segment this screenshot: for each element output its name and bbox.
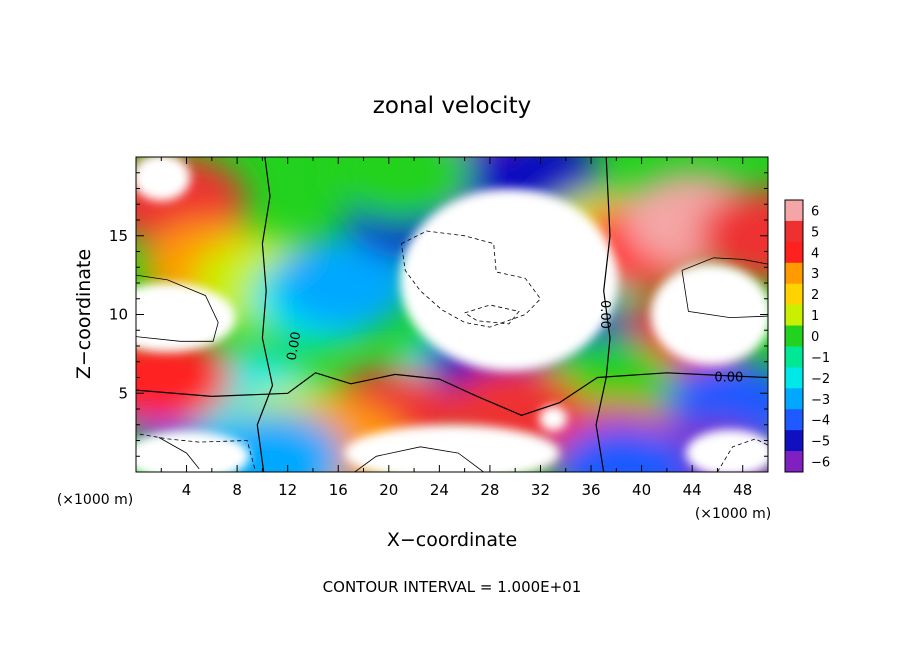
white-region-0 <box>400 188 618 372</box>
x-axis-label: X−coordinate <box>387 529 517 551</box>
dashed-contour-1 <box>464 304 520 325</box>
y-tick-label-15: 15 <box>109 227 128 245</box>
x-tick-label-20: 20 <box>379 481 398 499</box>
x-axis: 4 8 12 16 20 24 28 32 36 40 44 48 <box>160 157 752 499</box>
solid-contour-0 <box>136 274 219 342</box>
white-region-2 <box>136 157 191 202</box>
white-region-6 <box>685 429 768 472</box>
x-axis-unit-right: (×1000 m) <box>695 506 771 522</box>
colorbar-label-8: −2 <box>811 372 830 387</box>
colorbar-label-12: −6 <box>811 456 830 471</box>
colorbar-label-9: −3 <box>811 393 830 408</box>
solid-contour-1 <box>681 257 768 271</box>
dashed-contour-0 <box>401 230 542 328</box>
x-tick-label-32: 32 <box>531 481 550 499</box>
white-region-5 <box>136 431 250 472</box>
y-tick-label-5: 5 <box>118 384 128 402</box>
x-tick-label-16: 16 <box>329 481 348 499</box>
colorbar-label-10: −4 <box>811 414 830 429</box>
colorbar-label-5: 1 <box>811 309 819 324</box>
y-tick-label-10: 10 <box>109 306 128 324</box>
colorbar-label-4: 2 <box>811 288 819 303</box>
colorbar-label-3: 3 <box>811 267 819 282</box>
x-tick-label-40: 40 <box>632 481 651 499</box>
colorbar-swatch-6 <box>785 325 803 347</box>
colorbar-swatch-8 <box>785 367 803 389</box>
x-tick-label-48: 48 <box>733 481 752 499</box>
solid-contour-2 <box>681 270 768 319</box>
y-axis-label: Z−coordinate <box>73 249 95 379</box>
colorbar-swatch-0 <box>785 200 803 222</box>
chart-title: zonal velocity <box>373 93 531 119</box>
solid-contour-4 <box>354 446 484 472</box>
colorbar-swatch-1 <box>785 220 803 243</box>
dashed-contour-3 <box>717 438 768 472</box>
field-region-8 <box>331 157 471 220</box>
colorbar-label-7: −1 <box>811 351 830 366</box>
colorbar-swatch-7 <box>785 346 803 368</box>
field-blobs <box>136 157 768 472</box>
colorbar-label-11: −5 <box>811 435 830 450</box>
colorbar-swatch-9 <box>785 388 803 410</box>
colorbar-label-0: 6 <box>811 204 819 219</box>
zero-contour-2 <box>595 157 611 472</box>
field-region-13 <box>698 188 768 283</box>
contour-label-0: 0.00 <box>714 371 743 386</box>
contour-interval-note: CONTOUR INTERVAL = 1.000E+01 <box>323 578 582 596</box>
colorbar-frame <box>784 199 804 473</box>
dashed-contour-2 <box>139 433 256 470</box>
contour-label-2: 0.00 <box>597 300 612 329</box>
colorbar-swatch-3 <box>785 262 803 285</box>
x-tick-label-44: 44 <box>683 481 702 499</box>
white-region-7 <box>539 405 568 432</box>
x-tick-label-4: 4 <box>182 481 192 499</box>
field-region-4 <box>275 235 415 331</box>
colorbar-swatch-4 <box>785 283 803 306</box>
x-tick-label-12: 12 <box>278 481 297 499</box>
y-axis: 5 10 15 <box>109 172 768 457</box>
colorbar: 6 5 4 3 2 1 0 −1 −2 −3 −4 −5 −6 <box>784 199 830 473</box>
contour-lines: 0.00 0.00 0.00 <box>136 157 768 472</box>
colorbar-swatch-11 <box>785 430 803 452</box>
x-tick-label-28: 28 <box>480 481 499 499</box>
velocity-field <box>136 157 768 472</box>
x-tick-label-36: 36 <box>581 481 600 499</box>
colorbar-swatch-12 <box>785 451 803 473</box>
colorbar-swatch-10 <box>785 409 803 431</box>
colorbar-swatch-5 <box>785 304 803 327</box>
zero-contour-1 <box>136 372 768 416</box>
colorbar-label-6: 0 <box>811 330 819 345</box>
white-region-1 <box>136 283 236 353</box>
x-axis-unit-left: (×1000 m) <box>57 492 133 508</box>
colorbar-swatch-2 <box>785 241 803 264</box>
colorbar-label-1: 5 <box>811 225 819 240</box>
colorbar-label-2: 4 <box>811 246 819 261</box>
white-region-4 <box>344 424 560 472</box>
contour-label-1: 0.00 <box>285 331 305 362</box>
field-region-31 <box>553 421 693 472</box>
x-tick-label-24: 24 <box>430 481 449 499</box>
solid-contour-3 <box>158 437 200 470</box>
zero-contour-0 <box>256 157 274 472</box>
field-region-23 <box>136 330 231 425</box>
x-tick-label-8: 8 <box>232 481 242 499</box>
